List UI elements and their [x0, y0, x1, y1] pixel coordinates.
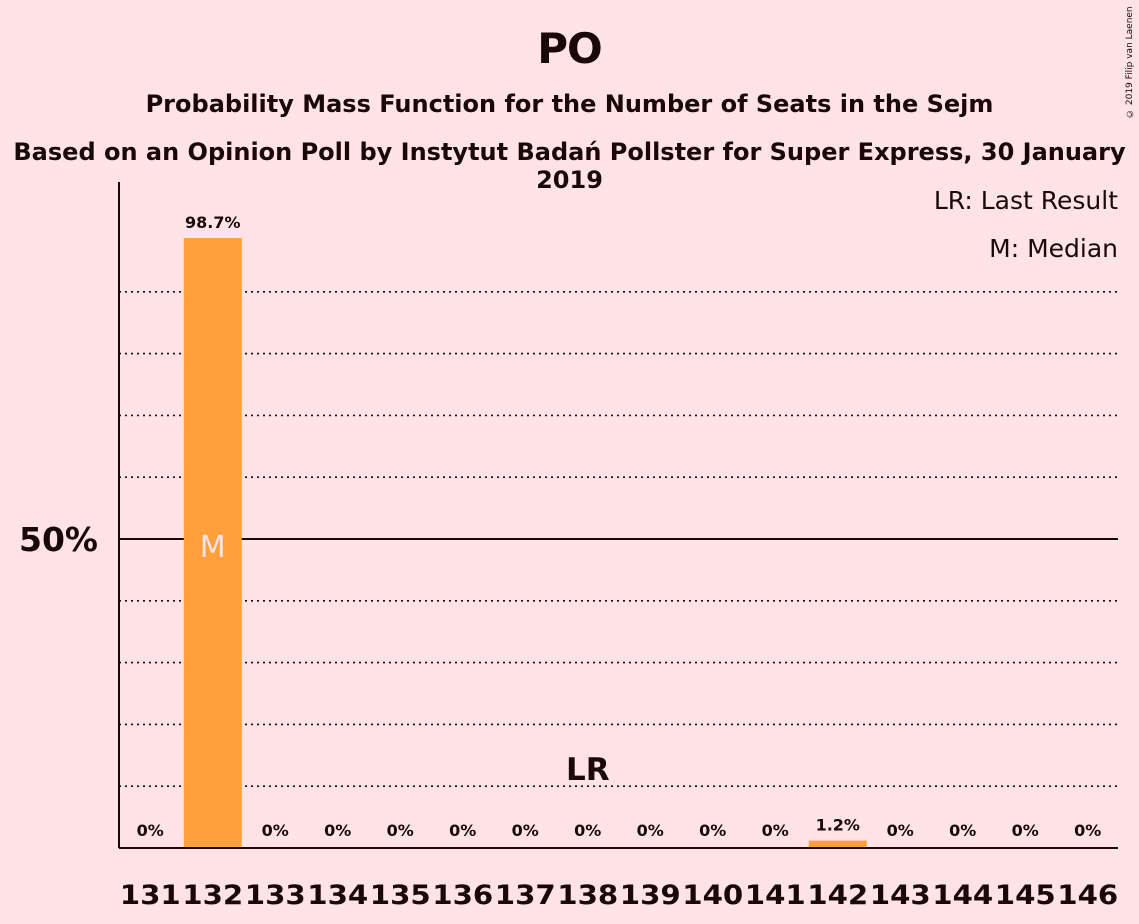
- median-marker: M: [200, 530, 226, 565]
- y-tick-label: 50%: [19, 520, 98, 559]
- value-label-139: 0%: [637, 821, 664, 840]
- legend: LR: Last Result M: Median: [934, 186, 1118, 263]
- chart-title: PO: [537, 24, 603, 73]
- x-tick-label-137: 137: [495, 880, 556, 911]
- value-label-133: 0%: [262, 821, 289, 840]
- value-label-132: 98.7%: [185, 213, 241, 232]
- value-labels: 0% 131 98.7% 132 0% 133 0% 134 0% 135 0% 136 0% 137 0%…: [120, 213, 1119, 911]
- value-label-146: 0%: [1074, 821, 1101, 840]
- legend-median: M: Median: [989, 234, 1118, 263]
- x-tick-label-134: 134: [307, 880, 368, 911]
- bar-142: [808, 840, 867, 848]
- x-tick-label-141: 141: [745, 880, 806, 911]
- x-tick-label-145: 145: [995, 880, 1056, 911]
- value-label-136: 0%: [449, 821, 476, 840]
- x-tick-label-143: 143: [870, 880, 931, 911]
- x-tick-label-140: 140: [682, 880, 743, 911]
- value-label-137: 0%: [512, 821, 539, 840]
- value-label-135: 0%: [387, 821, 414, 840]
- value-label-145: 0%: [1012, 821, 1039, 840]
- x-tick-label-139: 139: [620, 880, 681, 911]
- x-tick-label-142: 142: [807, 880, 868, 911]
- x-tick-label-133: 133: [245, 880, 306, 911]
- value-label-138: 0%: [574, 821, 601, 840]
- value-label-143: 0%: [887, 821, 914, 840]
- value-label-131: 0%: [137, 821, 164, 840]
- value-label-144: 0%: [949, 821, 976, 840]
- last-result-marker: LR: [566, 752, 610, 788]
- bars: [183, 238, 867, 848]
- legend-last-result: LR: Last Result: [934, 186, 1118, 215]
- x-tick-label-135: 135: [370, 880, 431, 911]
- chart-subtitle: Probability Mass Function for the Number…: [145, 90, 994, 118]
- bar-132: [183, 238, 242, 848]
- axes: 50%: [19, 182, 1118, 849]
- x-tick-label-138: 138: [557, 880, 618, 911]
- x-tick-label-132: 132: [182, 880, 243, 911]
- x-tick-label-144: 144: [932, 880, 993, 911]
- x-tick-label-136: 136: [432, 880, 493, 911]
- value-label-134: 0%: [324, 821, 351, 840]
- value-label-140: 0%: [699, 821, 726, 840]
- value-label-142: 1.2%: [816, 816, 860, 835]
- x-tick-label-131: 131: [120, 880, 181, 911]
- chart-source-subtitle: Based on an Opinion Poll by Instytut Bad…: [13, 138, 1126, 194]
- x-tick-label-146: 146: [1057, 880, 1118, 911]
- gridlines: [119, 290, 1118, 788]
- value-label-141: 0%: [762, 821, 789, 840]
